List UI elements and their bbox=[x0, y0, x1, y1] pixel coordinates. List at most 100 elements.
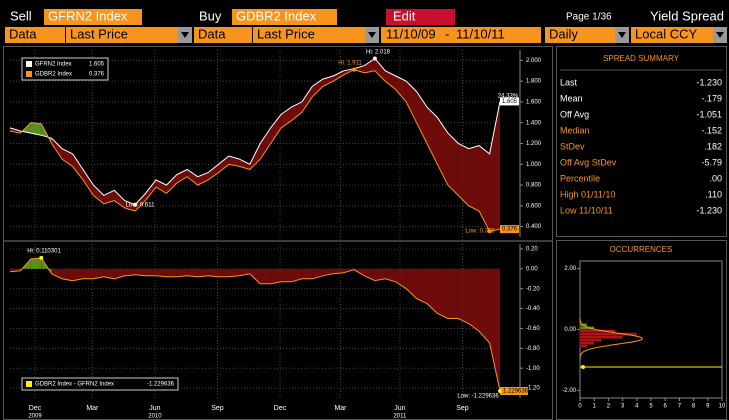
edit-label[interactable]: Edit bbox=[393, 8, 416, 23]
year-label: 2011 bbox=[393, 414, 407, 420]
summary-value: -5.79 bbox=[701, 157, 722, 167]
currency-dropdown[interactable] bbox=[631, 27, 713, 43]
spread-fill bbox=[270, 268, 282, 284]
summary-value: .182 bbox=[704, 141, 722, 151]
year-label: 2010 bbox=[148, 414, 162, 420]
summary-value: -1.230 bbox=[696, 77, 722, 87]
y-tick-label: 1.400 bbox=[526, 120, 542, 126]
spread-fill bbox=[281, 268, 292, 282]
end-date[interactable]: 11/10/11 bbox=[456, 26, 505, 41]
annotation: Low: -1.229636 bbox=[457, 394, 499, 400]
legend-label: GDBR2 Index - GFRN2 Index bbox=[35, 382, 114, 388]
y-tick-label: 2.000 bbox=[526, 58, 542, 64]
spread-fill bbox=[72, 153, 83, 180]
annotation-dot bbox=[498, 389, 502, 394]
date-dash: - bbox=[445, 26, 449, 41]
date-range[interactable] bbox=[381, 27, 541, 43]
spread-fill bbox=[333, 70, 344, 82]
spread-fill bbox=[374, 58, 386, 82]
data-field[interactable] bbox=[194, 27, 252, 43]
buy-ticker[interactable]: GDBR2 Index bbox=[236, 8, 317, 23]
x-tick-label: Mar bbox=[334, 405, 347, 412]
last-value-box bbox=[500, 387, 528, 396]
spread-fill bbox=[416, 91, 428, 144]
spread-fill bbox=[489, 101, 500, 232]
spread-fill bbox=[30, 257, 42, 269]
summary-label: StDev bbox=[560, 141, 585, 151]
annotation: Hi: 2.018 bbox=[366, 50, 391, 56]
summary-panel bbox=[556, 46, 727, 237]
annotation-dot bbox=[133, 202, 138, 207]
spread-fill bbox=[103, 190, 115, 204]
frequency[interactable]: Daily bbox=[549, 26, 578, 41]
legend-value: 1.605 bbox=[89, 62, 105, 68]
start-date[interactable]: 11/10/09 bbox=[386, 26, 436, 41]
annotation: Hi: 0.110301 bbox=[27, 249, 61, 255]
spread-fill bbox=[124, 268, 136, 276]
spread-fill bbox=[270, 114, 282, 144]
spread-fill bbox=[218, 268, 229, 277]
spread-fill bbox=[427, 268, 438, 314]
summary-value: -.179 bbox=[701, 93, 722, 103]
x-tick-label: 1 bbox=[593, 404, 597, 410]
sell-field[interactable] bbox=[44, 9, 142, 25]
spread-fill bbox=[406, 81, 417, 123]
spread-fill bbox=[135, 268, 146, 276]
last-value-box bbox=[500, 225, 519, 234]
field-value[interactable]: Last Price bbox=[257, 26, 315, 41]
y-tick-label: -1.20 bbox=[526, 386, 540, 392]
x-tick-label: 10 bbox=[719, 404, 726, 410]
legend-value: 0.376 bbox=[89, 72, 105, 78]
x-tick-label: 9 bbox=[706, 404, 710, 410]
spread-fill bbox=[416, 268, 428, 304]
x-tick-label: Jun bbox=[394, 405, 405, 412]
spread-fill bbox=[228, 268, 240, 277]
spread-fill bbox=[176, 169, 188, 183]
spread-fill bbox=[187, 169, 198, 186]
edit-button[interactable] bbox=[386, 9, 455, 25]
spread-fill bbox=[447, 133, 459, 196]
annotation-dot bbox=[39, 255, 44, 260]
spread-fill bbox=[468, 268, 480, 332]
field-dropdown[interactable] bbox=[253, 27, 365, 43]
field-dropdown[interactable] bbox=[66, 27, 178, 43]
spread-fill bbox=[354, 65, 365, 73]
spread-fill bbox=[479, 145, 490, 232]
spread-fill bbox=[291, 101, 302, 121]
view-title: Yield Spread bbox=[650, 8, 724, 23]
buy-field[interactable] bbox=[232, 9, 337, 25]
spread-fill bbox=[155, 268, 167, 277]
x-tick-label: 2 bbox=[607, 404, 611, 410]
legend-label: GFRN2 Index bbox=[35, 62, 72, 68]
annotation-dot bbox=[352, 67, 357, 72]
spread-fill bbox=[374, 268, 386, 281]
field-value[interactable]: Last Price bbox=[70, 26, 128, 41]
spread-fill bbox=[395, 75, 407, 102]
spread-fill bbox=[260, 127, 271, 160]
spread-fill bbox=[458, 143, 469, 206]
normal-curve bbox=[579, 318, 644, 360]
spread-fill bbox=[385, 268, 396, 282]
spread-fill bbox=[51, 138, 63, 160]
legend-swatch bbox=[26, 61, 32, 67]
spread-fill bbox=[291, 268, 302, 282]
summary-label: High 01/11/10 bbox=[560, 189, 615, 199]
sell-ticker[interactable]: GFRN2 Index bbox=[48, 8, 128, 23]
spread-fill bbox=[82, 169, 94, 196]
x-tick-label: Mar bbox=[86, 405, 99, 412]
spread-fill bbox=[489, 268, 500, 392]
spread-fill bbox=[447, 268, 459, 319]
x-tick-label: 4 bbox=[635, 404, 639, 410]
y-tick-label: 0.600 bbox=[526, 203, 542, 209]
annotation: 24.33% bbox=[498, 94, 519, 100]
data-label: Data bbox=[9, 26, 37, 41]
frequency-dropdown[interactable] bbox=[545, 27, 615, 43]
summary-value: -1.230 bbox=[696, 205, 722, 215]
currency[interactable]: Local CCY bbox=[635, 26, 697, 41]
summary-label: Low 11/10/11 bbox=[560, 205, 613, 215]
arrow-icon bbox=[716, 32, 724, 38]
data-field[interactable] bbox=[5, 27, 65, 43]
legend-swatch bbox=[26, 381, 32, 387]
y-tick-label: 0.00 bbox=[564, 327, 576, 333]
